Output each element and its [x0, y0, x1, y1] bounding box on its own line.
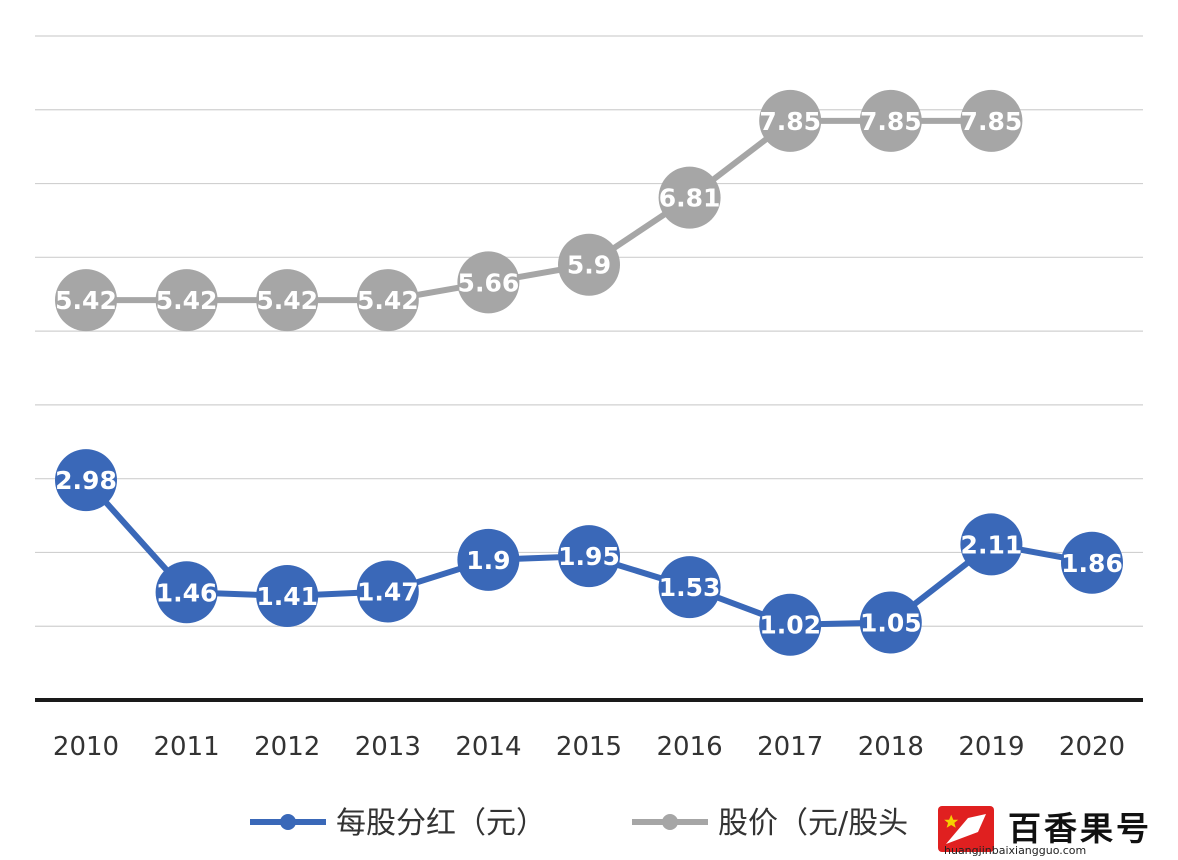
data-point: [1061, 531, 1123, 594]
data-label: 1.46: [156, 578, 218, 607]
legend-item: 股价（元/股头: [632, 806, 908, 841]
data-label: 5.42: [55, 286, 117, 315]
data-point: [457, 251, 520, 314]
series: 5.42 5.42 5.42 5.42 5.66 5.9 6.81 7.85 7.85 7.85: [55, 89, 1023, 332]
x-tick-label: 2015: [556, 732, 622, 762]
data-point: [55, 269, 117, 332]
data-label: 7.85: [860, 107, 922, 136]
x-tick-label: 2012: [254, 732, 320, 762]
data-point: [960, 513, 1023, 576]
x-tick-label: 2016: [657, 732, 723, 762]
data-point: [658, 166, 721, 229]
x-tick-label: 2019: [958, 732, 1024, 762]
data-label: 2.11: [961, 530, 1023, 559]
data-label: 5.9: [567, 251, 611, 280]
data-point: [55, 449, 117, 512]
watermark-logo-icon: [938, 806, 994, 852]
data-label: 1.53: [659, 573, 721, 602]
data-label: 7.85: [961, 107, 1023, 136]
x-tick-label: 2010: [53, 732, 119, 762]
data-point: [256, 564, 319, 627]
data-point: [558, 233, 620, 296]
data-point: [759, 89, 822, 152]
data-point: [256, 269, 319, 332]
series-group: 2.98 1.46 1.41 1.47 1.9 1.95 1.53 1.02 1.05 2.11 1…: [55, 89, 1123, 656]
data-label: 1.95: [558, 542, 620, 571]
series-line: [86, 117, 992, 304]
data-label: 5.42: [156, 286, 218, 315]
watermark: 百香果号 huangjinbaixiangguo.com: [930, 800, 1178, 860]
data-label: 1.05: [860, 609, 922, 638]
data-label: 5.42: [357, 286, 419, 315]
x-tick-label: 2013: [355, 732, 421, 762]
legend-label: 股价（元/股头: [718, 806, 908, 841]
data-point: [356, 269, 419, 332]
x-tick-label: 2018: [858, 732, 924, 762]
data-point: [759, 593, 822, 656]
series: 2.98 1.46 1.41 1.47 1.9 1.95 1.53 1.02 1.05 2.11 1…: [55, 449, 1123, 656]
data-point: [658, 556, 721, 619]
data-point: [155, 269, 218, 332]
data-point: [859, 591, 922, 654]
data-point: [859, 89, 922, 152]
x-tick-label: 2020: [1059, 732, 1125, 762]
data-label: 5.66: [458, 268, 520, 297]
data-label: 7.85: [759, 107, 821, 136]
data-label: 2.98: [55, 466, 117, 495]
x-tick-label: 2017: [757, 732, 823, 762]
data-label: 1.02: [759, 611, 821, 640]
legend: 每股分红（元） 股价（元/股头: [250, 806, 908, 841]
data-point: [960, 89, 1023, 152]
data-label: 1.41: [256, 582, 318, 611]
data-label: 6.81: [659, 184, 721, 213]
data-point: [457, 528, 520, 591]
watermark-title: 百香果号: [1008, 809, 1152, 848]
legend-label: 每股分红（元）: [336, 806, 546, 841]
data-label: 1.47: [357, 578, 419, 607]
data-label: 5.42: [256, 286, 318, 315]
legend-swatch-marker: [280, 814, 296, 830]
data-point: [356, 560, 419, 623]
data-label: 1.9: [466, 546, 510, 575]
x-axis: 2010 2011 2012 2013 2014 2015 2016 2017 2018 2019…: [35, 698, 1143, 762]
data-point: [558, 525, 620, 588]
x-tick-label: 2011: [154, 732, 220, 762]
data-point: [155, 561, 218, 624]
x-tick-label: 2014: [455, 732, 521, 762]
legend-item: 每股分红（元）: [250, 806, 546, 841]
watermark-url: huangjinbaixiangguo.com: [944, 844, 1087, 857]
data-label: 1.86: [1061, 549, 1123, 578]
legend-swatch-marker: [662, 814, 678, 830]
